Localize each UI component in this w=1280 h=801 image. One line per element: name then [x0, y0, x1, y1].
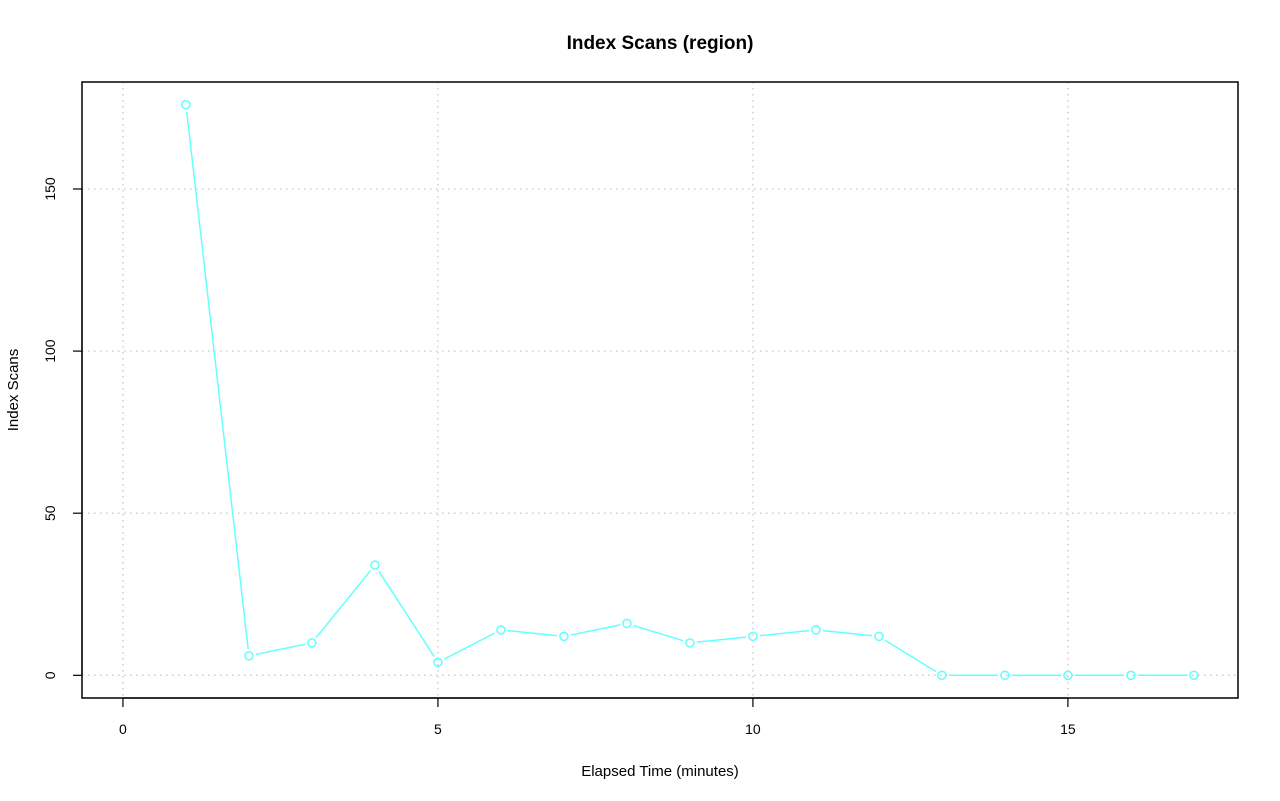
data-point [874, 631, 884, 642]
series-line-segment [633, 624, 684, 642]
data-point [559, 631, 569, 642]
data-point [1189, 670, 1199, 681]
data-point [307, 638, 317, 648]
x-tick-label: 0 [119, 721, 127, 737]
series-line-segment [185, 111, 249, 649]
grid-lines [82, 82, 1238, 698]
y-tick-label: 100 [42, 339, 58, 363]
x-tick-label: 5 [434, 721, 442, 737]
data-point [433, 657, 443, 668]
y-tick-label: 0 [42, 671, 58, 679]
series-line-segment [570, 624, 621, 636]
series-line-segment [507, 629, 558, 637]
x-tick-label: 15 [1060, 721, 1076, 737]
data-point [496, 625, 506, 635]
data-point [748, 631, 758, 642]
chart-title: Index Scans (region) [567, 33, 754, 54]
data-point [811, 625, 821, 635]
y-tick-label: 150 [42, 177, 58, 201]
series-line-segment [315, 570, 372, 638]
series-line-segment [884, 639, 937, 673]
data-point [181, 99, 191, 110]
data-point [1000, 670, 1010, 681]
data-point [685, 638, 695, 648]
data-point [1126, 670, 1136, 681]
series-line-segment [443, 632, 496, 660]
series-line-segment [255, 643, 306, 656]
data-point [1063, 670, 1073, 681]
data-point [244, 651, 254, 661]
data-point [622, 618, 632, 629]
series-line-segment [378, 570, 435, 657]
y-tick-label: 50 [42, 505, 58, 521]
data-point [937, 670, 947, 681]
x-tick-label: 10 [745, 721, 761, 737]
series-line-segment [696, 636, 747, 643]
data-series [181, 99, 1199, 681]
series-line-segment [759, 629, 810, 637]
series-line-segment [822, 629, 873, 637]
plot-area-frame [81, 81, 1239, 699]
x-axis-label: Elapsed Time (minutes) [581, 763, 739, 780]
data-point [370, 560, 380, 570]
y-axis-label: Index Scans [5, 349, 22, 432]
